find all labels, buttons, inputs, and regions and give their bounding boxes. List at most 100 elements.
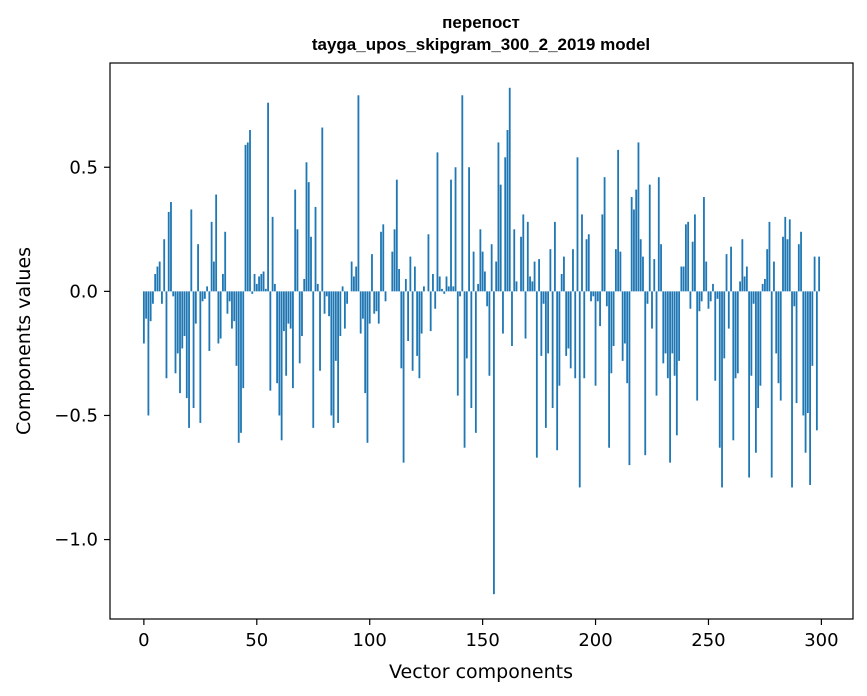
bar-component-94 xyxy=(355,266,358,292)
bar-component-256 xyxy=(721,291,723,488)
bar-component-189 xyxy=(569,291,572,369)
bar-component-107 xyxy=(384,291,387,302)
bar-component-203 xyxy=(601,214,604,292)
bar-component-162 xyxy=(508,87,511,292)
bar-component-23 xyxy=(194,291,197,324)
bar-component-112 xyxy=(395,179,398,292)
bar-component-164 xyxy=(513,229,516,292)
bar-component-95 xyxy=(357,95,360,292)
bar-component-238 xyxy=(680,266,683,292)
bars-group xyxy=(142,87,821,595)
bar-component-289 xyxy=(795,291,798,404)
bar-component-20 xyxy=(188,291,190,428)
bar-component-48 xyxy=(251,291,254,294)
bar-component-147 xyxy=(474,291,477,433)
bar-component-40 xyxy=(233,291,236,322)
x-tick-label: 300 xyxy=(804,630,838,651)
bar-component-169 xyxy=(524,291,527,339)
bar-component-209 xyxy=(614,249,617,292)
bar-component-31 xyxy=(212,261,215,292)
bar-component-65 xyxy=(289,291,292,329)
bar-component-118 xyxy=(409,256,412,292)
bar-component-183 xyxy=(556,291,559,451)
bar-component-4 xyxy=(152,291,154,304)
bar-component-22 xyxy=(192,291,195,409)
bar-component-12 xyxy=(170,202,172,292)
bar-component-124 xyxy=(423,286,425,292)
bar-component-87 xyxy=(339,291,342,337)
bar-component-278 xyxy=(770,291,773,478)
bar-component-45 xyxy=(244,144,247,292)
y-tick-label: 0.0 xyxy=(69,281,98,302)
bar-component-145 xyxy=(470,291,473,409)
bar-component-105 xyxy=(380,231,382,292)
bar-component-30 xyxy=(210,221,213,292)
bar-component-160 xyxy=(504,157,507,292)
bar-component-33 xyxy=(217,291,220,344)
bar-component-59 xyxy=(276,291,279,384)
bar-component-172 xyxy=(531,281,534,292)
bar-component-153 xyxy=(488,291,491,376)
bar-component-211 xyxy=(619,251,622,292)
bar-component-206 xyxy=(608,291,610,448)
bar-component-252 xyxy=(712,283,714,292)
bar-component-42 xyxy=(237,291,240,443)
bar-component-199 xyxy=(592,291,595,297)
bar-component-10 xyxy=(165,291,168,379)
bar-component-216 xyxy=(630,197,633,292)
bar-component-236 xyxy=(675,291,678,436)
bar-component-103 xyxy=(375,291,378,312)
bar-component-205 xyxy=(605,291,608,307)
bar-component-121 xyxy=(416,291,419,356)
bar-component-3 xyxy=(149,291,152,322)
bar-component-15 xyxy=(176,291,179,354)
bar-component-96 xyxy=(359,291,362,334)
bar-component-231 xyxy=(664,291,667,354)
bar-component-2 xyxy=(147,291,150,416)
bar-component-146 xyxy=(472,251,475,292)
bar-component-97 xyxy=(362,291,364,319)
bar-component-225 xyxy=(651,291,653,329)
bar-component-204 xyxy=(603,177,606,292)
bar-component-282 xyxy=(779,291,782,401)
bar-component-161 xyxy=(506,130,509,292)
bar-component-266 xyxy=(743,276,746,292)
bar-component-175 xyxy=(538,259,540,292)
bar-component-47 xyxy=(249,130,251,292)
bar-component-76 xyxy=(314,206,317,292)
bar-component-288 xyxy=(793,291,796,307)
bar-component-98 xyxy=(364,291,367,394)
bar-component-54 xyxy=(264,288,267,292)
bar-component-106 xyxy=(382,224,385,292)
bar-component-28 xyxy=(206,286,209,292)
bar-component-244 xyxy=(694,214,696,292)
bar-component-280 xyxy=(775,291,778,354)
bar-component-298 xyxy=(815,291,818,431)
bar-component-27 xyxy=(203,291,206,299)
bar-component-122 xyxy=(418,291,421,379)
bar-component-200 xyxy=(594,291,597,386)
bar-component-119 xyxy=(411,291,414,371)
bar-component-272 xyxy=(757,291,760,409)
bar-component-89 xyxy=(343,291,346,329)
bar-component-29 xyxy=(208,291,211,351)
x-tick-label: 100 xyxy=(353,630,387,651)
bar-component-21 xyxy=(190,209,193,292)
bar-component-210 xyxy=(617,149,620,292)
bar-component-260 xyxy=(730,246,732,292)
bar-component-220 xyxy=(639,239,642,292)
bar-component-19 xyxy=(185,291,188,399)
bar-component-285 xyxy=(786,239,789,292)
bar-component-0 xyxy=(142,291,145,344)
bar-component-235 xyxy=(673,291,676,376)
bar-component-226 xyxy=(653,259,656,292)
bar-component-267 xyxy=(745,266,748,292)
bar-component-265 xyxy=(741,239,744,292)
bar-component-56 xyxy=(269,291,272,391)
bar-component-130 xyxy=(436,152,439,292)
bar-component-292 xyxy=(802,291,805,416)
bar-component-138 xyxy=(454,167,457,292)
bar-component-193 xyxy=(578,291,581,488)
plot-area-frame xyxy=(109,62,854,620)
bar-component-184 xyxy=(558,291,561,386)
